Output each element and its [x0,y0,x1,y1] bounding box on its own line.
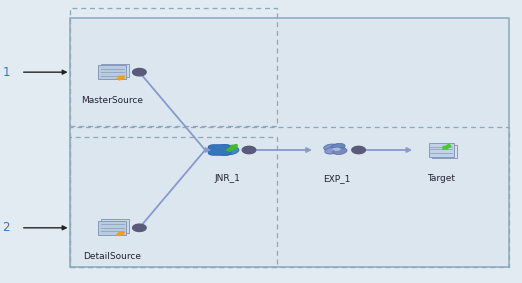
Ellipse shape [333,148,347,155]
Text: 1: 1 [3,66,10,79]
Bar [70,137,277,267]
FancyBboxPatch shape [432,145,457,158]
Ellipse shape [325,147,339,154]
Bar [70,8,277,126]
Bar [70,127,509,267]
FancyArrow shape [117,231,124,236]
FancyBboxPatch shape [99,65,126,79]
Circle shape [133,224,146,231]
Bar [70,18,509,267]
FancyArrow shape [443,145,451,149]
Circle shape [242,146,256,154]
Ellipse shape [331,143,345,150]
Text: Target: Target [427,174,455,183]
Circle shape [133,68,146,76]
Ellipse shape [211,145,239,155]
FancyBboxPatch shape [101,64,129,77]
Ellipse shape [333,148,341,151]
FancyBboxPatch shape [101,219,129,233]
Text: JNR_1: JNR_1 [214,174,240,183]
Text: EXP_1: EXP_1 [323,174,350,183]
Ellipse shape [324,144,338,151]
FancyArrow shape [227,145,237,151]
Text: 2: 2 [3,221,10,234]
Circle shape [352,146,365,154]
FancyArrow shape [117,76,124,80]
Text: MasterSource: MasterSource [81,96,143,105]
FancyBboxPatch shape [429,143,454,157]
FancyBboxPatch shape [99,221,126,235]
Text: DetailSource: DetailSource [83,252,141,261]
FancyBboxPatch shape [208,145,231,155]
